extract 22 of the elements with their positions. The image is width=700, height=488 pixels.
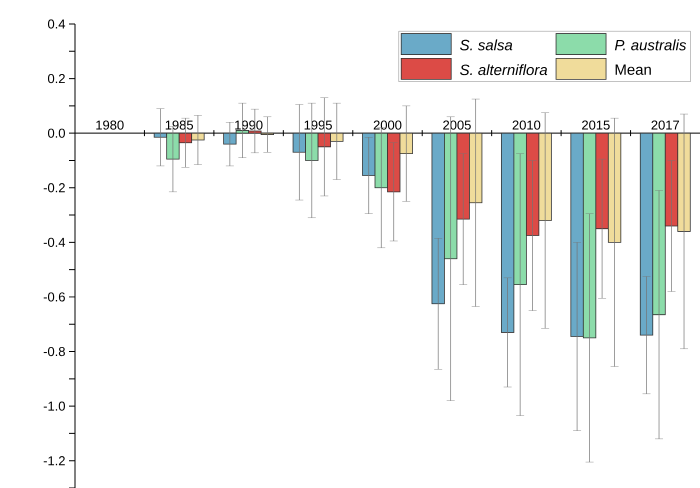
y-tick-label: 0.0 (48, 128, 65, 138)
legend-label: P. australis (614, 39, 686, 50)
x-tick-label: 1980 (96, 120, 124, 130)
x-tick-label: 2017 (652, 120, 680, 130)
x-tick-label: 1990 (235, 120, 263, 130)
x-tick-label: 2005 (443, 120, 471, 130)
legend-label: S. alterniflora (460, 64, 548, 76)
legend-label: S. salsa (460, 39, 512, 50)
y-tick-label: -1.2 (44, 456, 65, 466)
y-tick-label: -0.2 (44, 183, 65, 192)
y-tick-label: 0.2 (48, 74, 65, 84)
y-tick-label: -0.6 (44, 292, 65, 302)
y-tick-label: -1.0 (44, 402, 65, 411)
y-tick-label: 0.4 (48, 19, 66, 29)
x-tick-label: 2010 (512, 120, 540, 130)
x-tick-label: 2000 (374, 120, 402, 130)
x-tick-label: 1995 (304, 120, 332, 130)
x-tick-label: 1985 (166, 120, 194, 130)
legend-label: Mean (616, 64, 651, 75)
y-tick-label: -0.4 (44, 238, 66, 247)
x-tick-label: 2015 (582, 120, 610, 130)
y-tick-label: -0.8 (44, 346, 65, 356)
